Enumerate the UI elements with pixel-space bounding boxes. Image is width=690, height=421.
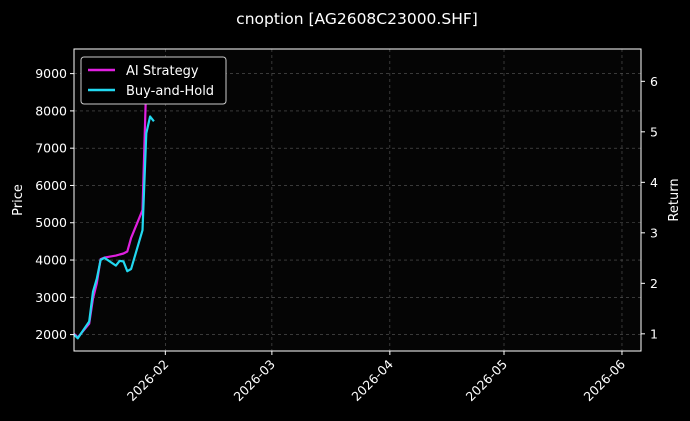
y2-tick-label: 6 [650,74,658,89]
legend-label-ai-strategy: AI Strategy [126,64,199,79]
y2-tick-label: 1 [650,326,658,341]
y-tick-label: 9000 [35,66,67,81]
y-tick-label: 2000 [35,327,67,342]
y2-tick-label: 4 [650,175,658,190]
y2-axis-label: Return [667,178,682,221]
y-tick-label: 5000 [35,215,67,230]
y2-tick-label: 2 [650,276,658,291]
legend-box [80,56,227,105]
legend-label-buy-and-hold: Buy-and-Hold [126,84,214,99]
y2-tick-label: 5 [650,124,658,139]
y-tick-label: 3000 [35,290,67,305]
series-layer [73,81,155,340]
y-tick-label: 6000 [35,178,67,193]
plot-frame [73,48,642,352]
y-axis-label: Price [11,184,26,216]
legend: AI Strategy Buy-and-Hold [80,56,227,105]
y-tick-label: 4000 [35,253,67,268]
chart-title: cnoption [AG2608C23000.SHF] [236,10,478,28]
y2-tick-label: 3 [650,225,658,240]
y-tick-label: 8000 [35,103,67,118]
y-tick-label: 7000 [35,141,67,156]
series-line-buy-and-hold [73,115,155,340]
